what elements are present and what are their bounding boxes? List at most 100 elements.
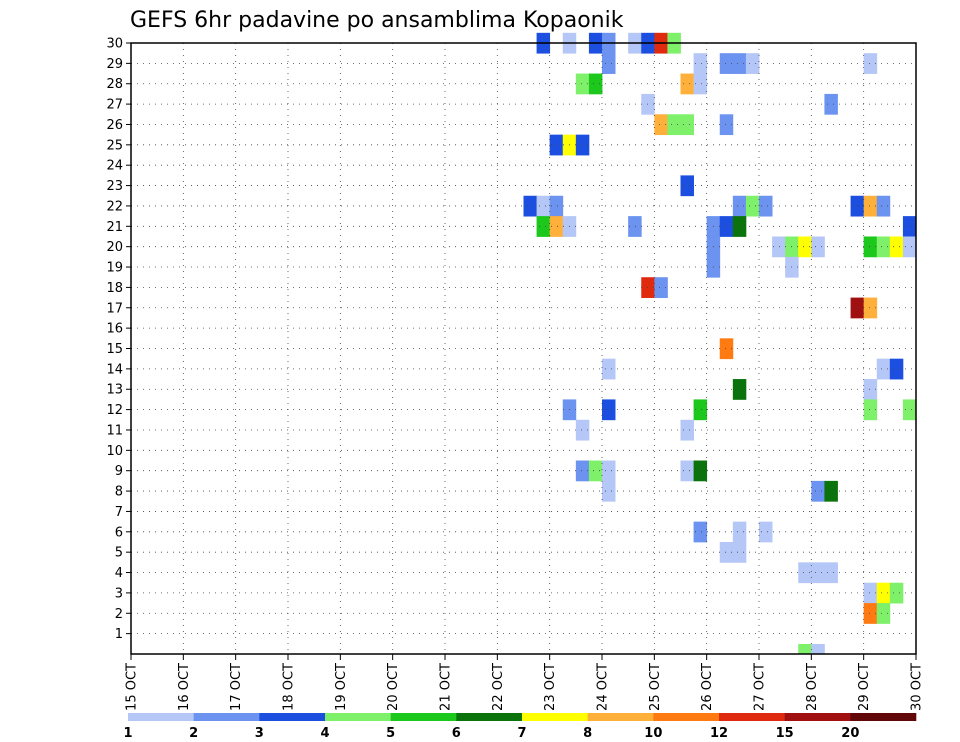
cell-37 [536,216,551,237]
cell-24 [549,134,564,156]
xtick-label-2: 17 OCT [229,663,244,711]
colorbar-swatch-7 [587,713,654,721]
xtick-label-5: 20 OCT [386,663,401,711]
cell-64 [732,379,747,400]
xtick-label-12: 27 OCT [753,663,768,711]
cell-78 [602,480,616,502]
cell-36 [876,195,891,217]
cell-16 [680,73,694,95]
ytick-label-7: 7 [115,505,123,520]
cell-13 [863,53,878,74]
cell-29 [536,195,551,217]
colorbar-label-1: 2 [189,726,198,741]
cell-31 [732,195,747,217]
cell-61 [602,358,616,380]
cell-76 [680,460,694,482]
cell-42 [719,216,734,237]
cell-12 [745,53,760,74]
ytick-label-27: 27 [106,98,123,113]
xtick-label-3: 18 OCT [282,663,297,711]
colorbar-swatch-8 [653,713,720,721]
colorbar-swatch-11 [850,713,917,721]
cell-84 [719,541,734,563]
cell-89 [863,582,878,604]
cell-40 [628,216,642,237]
cell-60 [719,338,734,360]
colorbar-label-3: 4 [320,726,329,741]
ytick-label-9: 9 [115,464,123,479]
ytick-label-22: 22 [106,199,123,214]
cell-38 [549,216,564,237]
colorbar-swatch-5 [456,713,523,721]
cell-22 [680,114,694,136]
ytick-label-25: 25 [106,138,123,153]
ytick-label-16: 16 [106,322,123,337]
cell-20 [654,114,668,136]
ytick-label-17: 17 [106,301,123,316]
ytick-label-15: 15 [106,342,123,357]
cell-62 [876,358,891,380]
xtick-label-6: 21 OCT [439,663,454,711]
ytick-label-19: 19 [106,261,123,276]
colorbar-label-2: 3 [255,726,264,741]
cell-59 [863,297,878,319]
xtick-label-0: 15 OCT [125,663,140,711]
cell-53 [902,236,917,258]
colorbar-swatch-9 [719,713,785,721]
ytick-label-30: 30 [106,37,123,52]
xtick-label-11: 26 OCT [700,663,715,711]
ytick-label-8: 8 [115,485,123,500]
xtick-label-4: 19 OCT [334,663,349,711]
cell-67 [602,399,616,421]
cell-87 [811,562,825,584]
cell-35 [863,195,878,217]
cell-46 [772,236,786,258]
xtick-label-15: 30 OCT [910,663,925,711]
cell-83 [759,521,773,543]
cell-9 [693,53,708,74]
y-axis: 1234567891011121314151617181920212223242… [106,37,131,642]
cell-32 [745,195,760,217]
cell-80 [824,480,838,502]
colorbar-label-11: 20 [841,726,859,741]
cell-48 [798,236,812,258]
ytick-label-2: 2 [115,607,123,622]
colorbar-swatch-0 [128,713,194,721]
colorbar-label-4: 5 [386,726,395,741]
ytick-label-21: 21 [106,220,123,235]
cell-65 [863,379,878,400]
ytick-label-4: 4 [115,566,123,581]
cell-19 [824,93,838,115]
ytick-label-6: 6 [115,525,123,540]
cell-68 [693,399,708,421]
ytick-label-12: 12 [106,403,123,418]
cell-33 [759,195,773,217]
cell-75 [602,460,616,482]
colorbar-label-8: 10 [644,726,662,741]
cell-81 [693,521,708,543]
cell-44 [902,216,917,237]
colorbar-swatch-10 [784,713,851,721]
cell-26 [575,134,590,156]
colorbar-swatch-3 [325,713,391,721]
cell-50 [863,236,878,258]
cell-21 [667,114,681,136]
colorbar-swatch-2 [259,713,326,721]
cell-77 [693,460,708,482]
cell-90 [876,582,891,604]
cell-92 [863,603,878,624]
ytick-label-11: 11 [106,423,123,438]
ytick-label-29: 29 [106,57,123,72]
cell-30 [549,195,564,217]
cell-11 [732,53,747,74]
colorbar-label-9: 12 [710,726,728,741]
ytick-label-3: 3 [115,586,123,601]
ytick-label-20: 20 [106,240,123,255]
cell-14 [575,73,590,95]
cell-10 [719,53,734,74]
xtick-label-14: 29 OCT [857,663,872,711]
xtick-label-1: 16 OCT [177,663,192,711]
ytick-label-26: 26 [106,118,123,133]
chart-title: GEFS 6hr padavine po ansamblima Kopaonik [130,8,624,33]
